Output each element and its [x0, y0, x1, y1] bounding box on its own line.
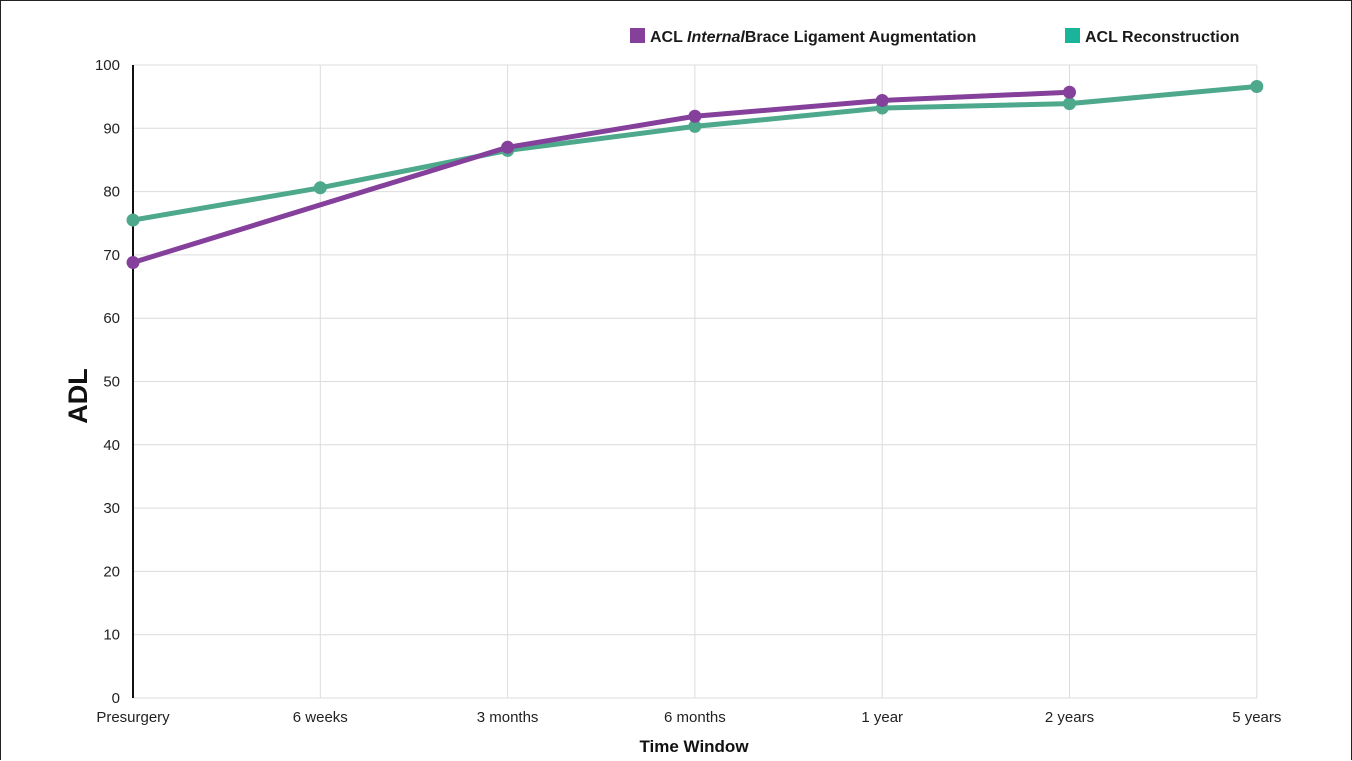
x-tick-label: 3 months [477, 709, 539, 726]
legend-label-italic: Internal [687, 29, 745, 46]
data-point-internalbrace [126, 255, 140, 269]
data-point-internalbrace [501, 140, 515, 154]
data-point-internalbrace [1063, 85, 1076, 99]
data-point-reconstruction [1250, 80, 1264, 94]
legend-swatch-internalbrace [630, 28, 645, 43]
data-point-internalbrace [875, 93, 889, 107]
x-tick-label: 1 year [861, 709, 903, 726]
y-tick-label: 100 [95, 57, 120, 74]
x-tick-label: 5 years [1232, 709, 1281, 726]
y-tick-label: 30 [103, 500, 120, 517]
y-tick-label: 40 [103, 437, 120, 454]
y-tick-label: 0 [112, 690, 120, 707]
legend-label-prefix: ACL [650, 29, 687, 46]
legend-label-suffix: Brace Ligament Augmentation [745, 29, 976, 46]
y-tick-label: 80 [103, 184, 120, 201]
series-line-internalbrace [130, 89, 1072, 265]
data-point-internalbrace [688, 109, 702, 123]
x-tick-label: 6 weeks [293, 709, 348, 726]
y-axis-title: ADL [63, 368, 93, 424]
gridlines [133, 64, 1258, 699]
series [126, 80, 1264, 269]
data-point-reconstruction [1063, 97, 1076, 111]
x-tick-label: 6 months [664, 709, 726, 726]
y-tick-label: 60 [103, 310, 120, 327]
x-axis-title: Time Window [639, 737, 749, 756]
y-tick-label: 50 [103, 374, 120, 391]
x-tick-labels: Presurgery 6 weeks 3 months 6 months 1 year 2… [96, 709, 1281, 726]
y-tick-label: 90 [103, 120, 120, 137]
legend-label-internalbrace: ACL InternalBrace Ligament Augmentation [650, 29, 976, 46]
legend-label-reconstruction: ACL Reconstruction [1085, 29, 1239, 46]
x-tick-label: 2 years [1045, 709, 1094, 726]
data-point-reconstruction [688, 119, 702, 133]
legend-swatch-reconstruction [1065, 28, 1080, 43]
legend: ACL InternalBrace Ligament Augmentation … [630, 28, 1239, 46]
y-tick-label: 70 [103, 247, 120, 264]
data-point-reconstruction [313, 181, 327, 195]
x-tick-label: Presurgery [96, 709, 170, 726]
y-tick-label: 20 [103, 563, 120, 580]
y-tick-labels: 0 10 20 30 40 50 60 70 80 90 100 [95, 57, 120, 707]
y-tick-label: 10 [103, 627, 120, 644]
data-point-reconstruction [126, 213, 140, 227]
